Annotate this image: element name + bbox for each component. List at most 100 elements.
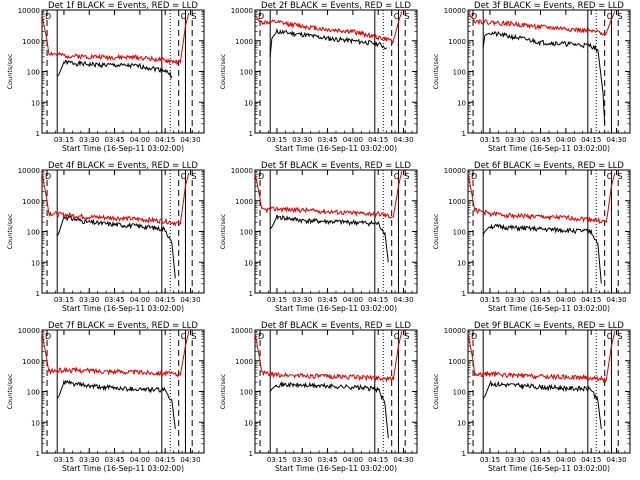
y-tick-label: 1 — [249, 130, 253, 138]
y-axis-label: Counts/sec — [432, 53, 440, 89]
x-tick-label: 03:30 — [292, 456, 312, 464]
y-tick-label: 1 — [462, 130, 466, 138]
y-tick-label: 1000 — [448, 358, 466, 366]
x-axis-label: Start Time (16-Sep-11 03:02:00) — [488, 144, 610, 153]
y-tick-label: 1 — [462, 450, 466, 458]
y-tick-label: 10000 — [18, 327, 40, 335]
x-axis-label: Start Time (16-Sep-11 03:02:00) — [275, 304, 397, 313]
x-tick-label: 04:00 — [343, 136, 363, 144]
corner-label: D — [45, 172, 51, 181]
x-tick-label: 04:30 — [606, 136, 626, 144]
corner-label: S — [405, 172, 410, 181]
plot-frame — [254, 329, 418, 454]
plot-frame — [41, 9, 205, 134]
x-tick-label: 04:15 — [581, 456, 601, 464]
corner-label: S — [618, 172, 623, 181]
y-tick-label: 100 — [27, 229, 40, 237]
y-tick-label: 100 — [27, 69, 40, 77]
corner-label: D — [258, 332, 264, 341]
x-tick-label: 04:00 — [343, 456, 363, 464]
x-tick-label: 04:30 — [606, 296, 626, 304]
y-axis-label: Counts/sec — [432, 213, 440, 249]
x-tick-label: 04:30 — [180, 456, 200, 464]
plot-frame — [254, 169, 418, 294]
series-lld-line — [467, 11, 616, 36]
corner-label: S — [405, 12, 410, 21]
x-tick-label: 04:30 — [393, 456, 413, 464]
y-tick-label: 10000 — [18, 167, 40, 175]
y-axis-label: Counts/sec — [219, 213, 227, 249]
plot-frame — [254, 9, 418, 134]
chart-panel: Det 1f BLACK = Events, RED = LLD 1 10 100 10… — [6, 1, 205, 153]
x-tick-label: 04:00 — [556, 456, 576, 464]
corner-label: S — [192, 332, 197, 341]
corner-label: C — [394, 332, 400, 341]
corner-label: D — [471, 12, 477, 21]
y-tick-label: 100 — [27, 389, 40, 397]
series-lld-line — [254, 11, 403, 45]
corner-label: C — [181, 332, 187, 341]
chart-panel: Det 6f BLACK = Events, RED = LLD 1 10 100 10… — [432, 161, 631, 313]
series-events-line — [56, 214, 176, 279]
chart-panel: Det 2f BLACK = Events, RED = LLD 1 10 100 10… — [219, 1, 418, 153]
series-events-line — [56, 59, 173, 80]
chart-title: Det 1f BLACK = Events, RED = LLD — [48, 1, 198, 11]
y-axis-label: Counts/sec — [6, 213, 14, 249]
x-tick-label: 04:30 — [180, 136, 200, 144]
series-events-line — [56, 379, 176, 430]
series-events-line — [482, 223, 602, 284]
series-lld-line — [41, 172, 190, 227]
chart-panel: Det 4f BLACK = Events, RED = LLD 1 10 100 10… — [6, 161, 205, 313]
corner-label: C — [394, 12, 400, 21]
y-tick-label: 1 — [36, 290, 40, 298]
y-tick-label: 10000 — [444, 327, 466, 335]
x-tick-label: 03:15 — [267, 136, 287, 144]
x-tick-label: 03:45 — [530, 136, 550, 144]
plot-frame — [41, 329, 205, 454]
series-events-line — [269, 27, 388, 57]
y-tick-label: 1 — [36, 130, 40, 138]
y-tick-label: 100 — [453, 69, 466, 77]
plot-frame — [467, 169, 631, 294]
plot-frame — [467, 329, 631, 454]
series-lld-line — [41, 331, 190, 378]
y-tick-label: 10 — [31, 419, 40, 427]
y-axis-label: Counts/sec — [219, 53, 227, 89]
y-tick-label: 10 — [244, 259, 253, 267]
x-axis-label: Start Time (16-Sep-11 03:02:00) — [62, 464, 184, 473]
x-axis-label: Start Time (16-Sep-11 03:02:00) — [488, 464, 610, 473]
x-tick-label: 03:45 — [530, 296, 550, 304]
y-tick-label: 100 — [453, 229, 466, 237]
x-tick-label: 03:30 — [79, 296, 99, 304]
x-tick-label: 03:45 — [530, 456, 550, 464]
x-tick-label: 03:15 — [267, 296, 287, 304]
x-tick-label: 04:00 — [130, 296, 150, 304]
y-tick-label: 10 — [457, 419, 466, 427]
y-tick-label: 1000 — [235, 38, 253, 46]
x-tick-label: 04:00 — [556, 136, 576, 144]
y-tick-label: 10000 — [231, 167, 253, 175]
chart-title: Det 7f BLACK = Events, RED = LLD — [48, 321, 198, 331]
x-tick-label: 03:30 — [292, 296, 312, 304]
x-tick-label: 04:30 — [180, 296, 200, 304]
series-events-line — [269, 214, 389, 263]
y-tick-label: 1000 — [22, 198, 40, 206]
y-axis-label: Counts/sec — [219, 373, 227, 409]
x-tick-label: 03:45 — [104, 456, 124, 464]
y-axis-label: Counts/sec — [6, 53, 14, 89]
corner-label: S — [618, 332, 623, 341]
chart-title: Det 5f BLACK = Events, RED = LLD — [261, 161, 411, 171]
y-tick-label: 1000 — [235, 358, 253, 366]
y-tick-label: 10000 — [231, 327, 253, 335]
corner-label: C — [181, 172, 187, 181]
y-tick-label: 10000 — [231, 7, 253, 15]
y-tick-label: 1000 — [22, 358, 40, 366]
x-tick-label: 04:15 — [581, 296, 601, 304]
chart-panel: Det 7f BLACK = Events, RED = LLD 1 10 100 10… — [6, 321, 205, 473]
chart-title: Det 4f BLACK = Events, RED = LLD — [48, 161, 198, 171]
plot-frame — [41, 169, 205, 294]
corner-label: S — [192, 12, 197, 21]
y-tick-label: 100 — [240, 229, 253, 237]
x-tick-label: 04:15 — [368, 296, 388, 304]
chart-panel: Det 5f BLACK = Events, RED = LLD 1 10 100 10… — [219, 161, 418, 313]
